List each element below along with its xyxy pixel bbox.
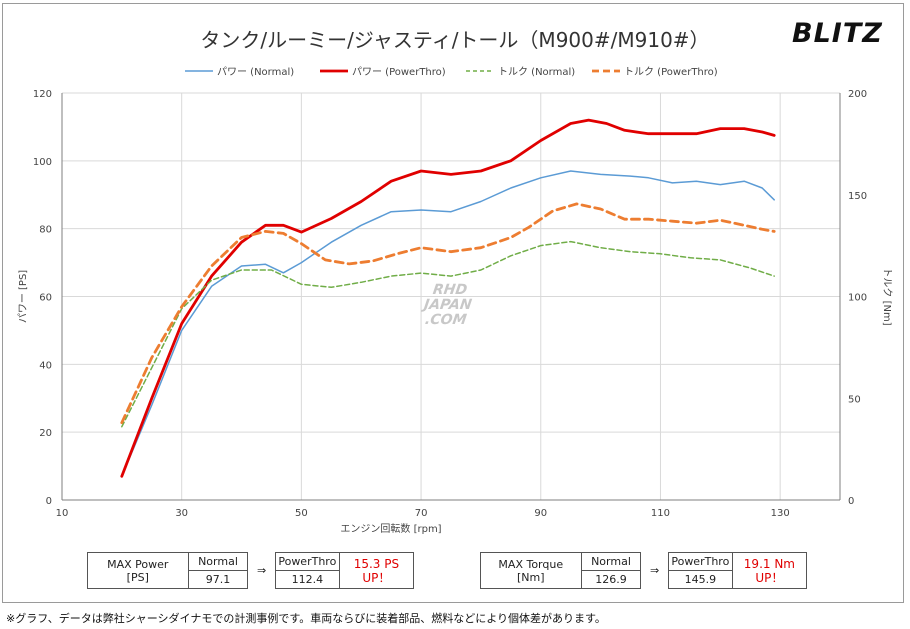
max-torque-normal-value: 126.9 xyxy=(580,570,642,589)
x-tick-label: 130 xyxy=(771,508,790,519)
max-power-normal-header: Normal xyxy=(187,552,249,571)
y-left-tick-label: 120 xyxy=(33,89,52,100)
x-tick-label: 110 xyxy=(651,508,670,519)
max-power-up: 15.3 PS UP！ xyxy=(338,552,415,589)
x-axis-title: エンジン回転数 [rpm] xyxy=(340,522,441,535)
series-line-2 xyxy=(120,118,776,478)
max-power-pt-value: 112.4 xyxy=(274,570,340,589)
y-left-tick-label: 20 xyxy=(39,428,52,439)
y-right-tick-label: 100 xyxy=(848,293,867,304)
legend-label-2: パワー (PowerThro) xyxy=(352,66,446,78)
legend-label-3: トルク (Normal) xyxy=(498,66,575,78)
max-power-label: MAX Power [PS] xyxy=(87,552,189,589)
y-left-tick-label: 40 xyxy=(39,360,52,371)
max-torque-label: MAX Torque [Nm] xyxy=(480,552,582,589)
y-left-axis-title: パワー [PS] xyxy=(17,270,29,323)
max-torque-pt-value: 145.9 xyxy=(667,570,733,589)
max-power-normal-value: 97.1 xyxy=(187,570,249,589)
max-torque-pt-header: PowerThro xyxy=(667,552,733,571)
x-tick-label: 10 xyxy=(56,508,69,519)
max-torque-arrow: ⇒ xyxy=(650,564,660,577)
y-right-tick-label: 150 xyxy=(848,191,867,202)
series-line-3 xyxy=(121,240,775,428)
y-right-tick-label: 0 xyxy=(848,496,854,507)
y-left-tick-label: 80 xyxy=(39,225,52,236)
y-right-tick-label: 200 xyxy=(848,89,867,100)
series-line-1 xyxy=(121,170,775,478)
chart-title: タンク/ルーミー/ジャスティ/トール（M900#/M910#） xyxy=(200,28,710,52)
series-line-4 xyxy=(120,202,776,425)
y-left-tick-label: 0 xyxy=(46,496,52,507)
max-power-pt-header: PowerThro xyxy=(274,552,340,571)
y-right-tick-label: 50 xyxy=(848,394,861,405)
max-torque-up: 19.1 Nm UP！ xyxy=(731,552,808,589)
x-tick-label: 30 xyxy=(175,508,188,519)
max-torque-normal-header: Normal xyxy=(580,552,642,571)
footnote: ※グラフ、データは弊社シャーシダイナモでの計測事例です。車両ならびに装着部品、燃… xyxy=(6,612,606,625)
watermark-logo: RHD JAPAN .COM xyxy=(422,282,473,328)
x-tick-label: 50 xyxy=(295,508,308,519)
y-left-tick-label: 100 xyxy=(33,157,52,168)
max-power-table: MAX Power [PS] Normal ⇒ PowerThro 15.3 PS… xyxy=(87,552,415,589)
x-tick-label: 90 xyxy=(534,508,547,519)
y-left-tick-label: 60 xyxy=(39,293,52,304)
max-power-arrow: ⇒ xyxy=(257,564,267,577)
brand-logo: BLITZ xyxy=(792,18,883,49)
y-right-axis-title: トルク [Nm] xyxy=(881,267,893,325)
x-tick-label: 70 xyxy=(415,508,428,519)
chart-frame xyxy=(2,3,904,603)
max-torque-table: MAX Torque [Nm] Normal ⇒ PowerThro 19.1 N… xyxy=(480,552,808,589)
legend-label-4: トルク (PowerThro) xyxy=(624,66,718,78)
legend-label-1: パワー (Normal) xyxy=(217,66,294,78)
